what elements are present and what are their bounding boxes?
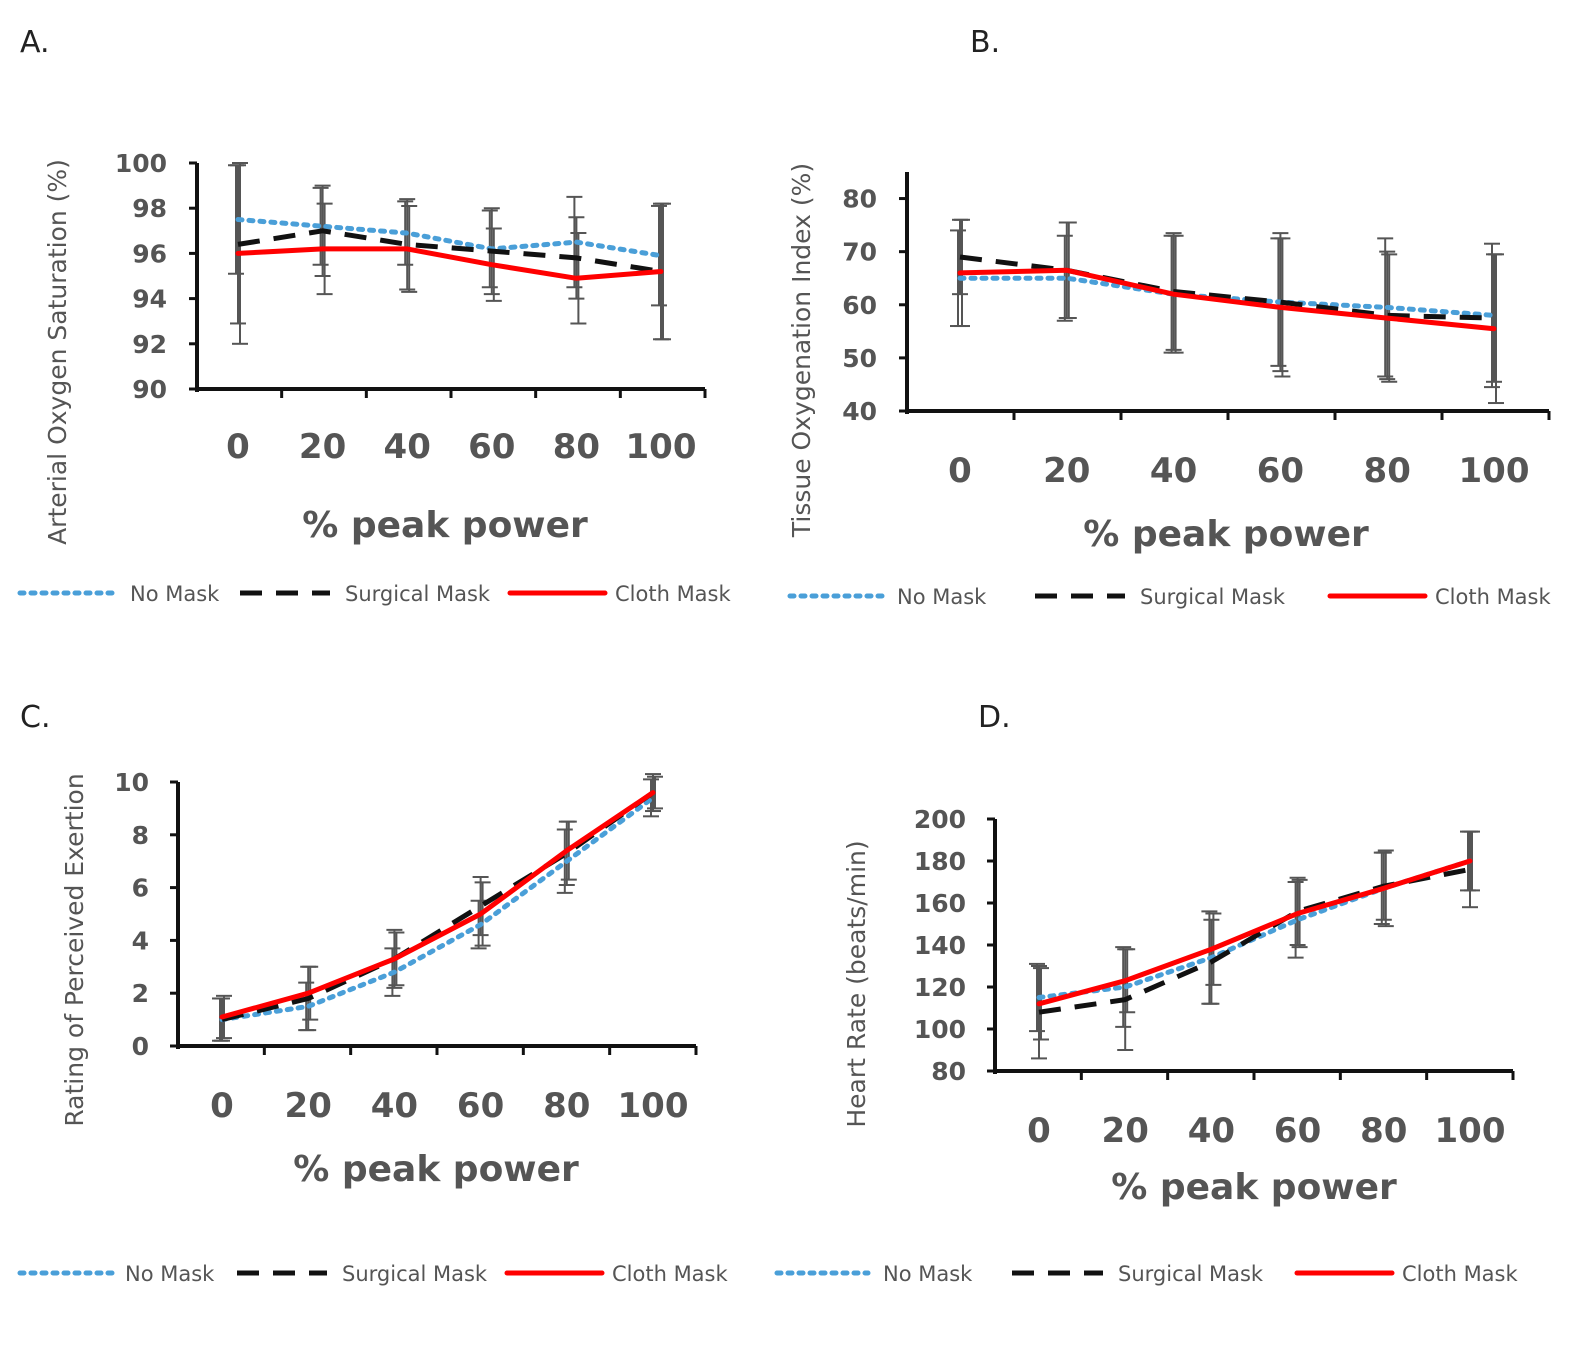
y-tick-label: 80 <box>842 185 877 214</box>
x-tick-label: 20 <box>1043 451 1090 491</box>
x-tick-label: 80 <box>553 427 600 467</box>
panel-d: D. 80 100 120 140 160 180 200 0 20 40 60 80 100 % peak… <box>842 700 1515 1208</box>
series-line-surgical-mask <box>1038 866 1471 1015</box>
x-tick-label: 80 <box>1364 451 1411 491</box>
legend-top-left: No Mask Surgical Mask Cloth Mask <box>17 582 731 606</box>
y-tick-label: 4 <box>132 926 149 955</box>
y-tick-label: 60 <box>842 291 877 320</box>
x-tick-label: 20 <box>299 427 346 467</box>
y-axis-title: Heart Rate (beats/min) <box>842 840 871 1127</box>
y-tick-label: 80 <box>931 1057 966 1086</box>
y-tick-label: 180 <box>914 847 966 876</box>
y-tick-label: 98 <box>132 194 167 223</box>
y-tick-label: 8 <box>132 821 149 850</box>
legend-label-cloth-mask: Cloth Mask <box>612 1262 728 1286</box>
y-tick-label: 6 <box>132 874 149 903</box>
x-tick-label: 40 <box>371 1086 418 1126</box>
x-tick-label: 0 <box>210 1086 234 1126</box>
x-axis-title: % peak power <box>302 505 588 546</box>
y-tick-label: 96 <box>132 239 167 268</box>
x-tick-label: 100 <box>618 1086 689 1126</box>
y-tick-label: 100 <box>914 1015 966 1044</box>
x-tick-label: 40 <box>1150 451 1197 491</box>
x-tick-label: 60 <box>457 1086 504 1126</box>
x-tick-label: 40 <box>384 427 431 467</box>
x-tick-label: 100 <box>1459 451 1530 491</box>
y-tick-label: 92 <box>132 330 167 359</box>
series-line-cloth-mask <box>1036 858 1473 1007</box>
y-tick-label: 140 <box>914 931 966 960</box>
legend-label-surgical-mask: Surgical Mask <box>345 582 491 606</box>
x-axis-title: % peak power <box>1111 1167 1397 1208</box>
error-bar <box>1486 253 1502 383</box>
x-axis-title: % peak power <box>293 1149 579 1190</box>
x-tick-label: 0 <box>226 427 250 467</box>
y-axis-title: Arterial Oxygen Saturation (%) <box>43 159 72 545</box>
panel-a: A. 90 92 94 96 98 100 0 20 40 60 80 100 % peak power A… <box>20 25 707 546</box>
x-tick-label: 40 <box>1188 1111 1235 1151</box>
x-tick-label: 0 <box>948 451 972 491</box>
series-line-cloth-mask <box>219 790 656 1020</box>
y-tick-label: 94 <box>132 285 167 314</box>
x-tick-label: 0 <box>1027 1111 1051 1151</box>
series-line-no-mask <box>235 217 664 259</box>
series-line-no-mask <box>219 795 656 1023</box>
legend-label-no-mask: No Mask <box>883 1262 973 1286</box>
legend-label-surgical-mask: Surgical Mask <box>1140 585 1286 609</box>
legend-label-no-mask: No Mask <box>897 585 987 609</box>
panel-label: A. <box>20 25 50 60</box>
x-tick-label: 80 <box>543 1086 590 1126</box>
y-tick-label: 2 <box>132 979 149 1008</box>
legend-label-surgical-mask: Surgical Mask <box>342 1262 488 1286</box>
series-line-cloth-mask <box>957 267 1497 332</box>
series-line-surgical-mask <box>221 790 655 1023</box>
x-tick-label: 20 <box>1102 1111 1149 1151</box>
legend-bottom-right: No Mask Surgical Mask Cloth Mask <box>774 1262 1518 1286</box>
error-bar <box>399 198 416 291</box>
series-line-surgical-mask <box>959 254 1495 321</box>
x-tick-label: 20 <box>285 1086 332 1126</box>
y-tick-label: 160 <box>914 889 966 918</box>
x-axis-title: % peak power <box>1083 514 1369 555</box>
y-tick-label: 70 <box>842 238 877 267</box>
legend-label-cloth-mask: Cloth Mask <box>1402 1262 1518 1286</box>
legend-label-surgical-mask: Surgical Mask <box>1118 1262 1264 1286</box>
error-bar <box>1379 250 1396 381</box>
legend-label-no-mask: No Mask <box>125 1262 215 1286</box>
y-axis-title: Tissue Oxygenation Index (%) <box>787 163 816 538</box>
x-tick-label: 60 <box>1274 1111 1321 1151</box>
legend-label-no-mask: No Mask <box>130 582 220 606</box>
y-tick-label: 200 <box>914 805 966 834</box>
legend-top-right: No Mask Surgical Mask Cloth Mask <box>787 585 1551 609</box>
x-tick-label: 100 <box>626 427 697 467</box>
legend-label-cloth-mask: Cloth Mask <box>1435 585 1551 609</box>
y-tick-label: 100 <box>115 149 167 178</box>
y-tick-label: 50 <box>842 344 877 373</box>
legend-bottom-left: No Mask Surgical Mask Cloth Mask <box>17 1262 728 1286</box>
y-tick-label: 40 <box>842 397 877 426</box>
y-tick-label: 10 <box>114 768 149 797</box>
y-tick-label: 0 <box>132 1032 149 1061</box>
error-bar <box>1115 946 1132 1028</box>
x-tick-label: 80 <box>1360 1111 1407 1151</box>
series-line-cloth-mask <box>235 246 664 281</box>
y-axis-title: Rating of Perceived Exertion <box>60 773 89 1126</box>
y-tick-label: 120 <box>914 973 966 1002</box>
x-tick-label: 60 <box>468 427 515 467</box>
panel-label: D. <box>978 700 1011 735</box>
x-tick-label: 100 <box>1435 1111 1506 1151</box>
panel-b: B. 40 50 60 70 80 0 20 40 60 80 100 % peak power Tiss… <box>787 25 1551 555</box>
legend-label-cloth-mask: Cloth Mask <box>615 582 731 606</box>
panel-label: C. <box>20 700 50 735</box>
y-tick-label: 90 <box>132 375 167 404</box>
panel-label: B. <box>970 25 1000 60</box>
x-tick-label: 60 <box>1257 451 1304 491</box>
